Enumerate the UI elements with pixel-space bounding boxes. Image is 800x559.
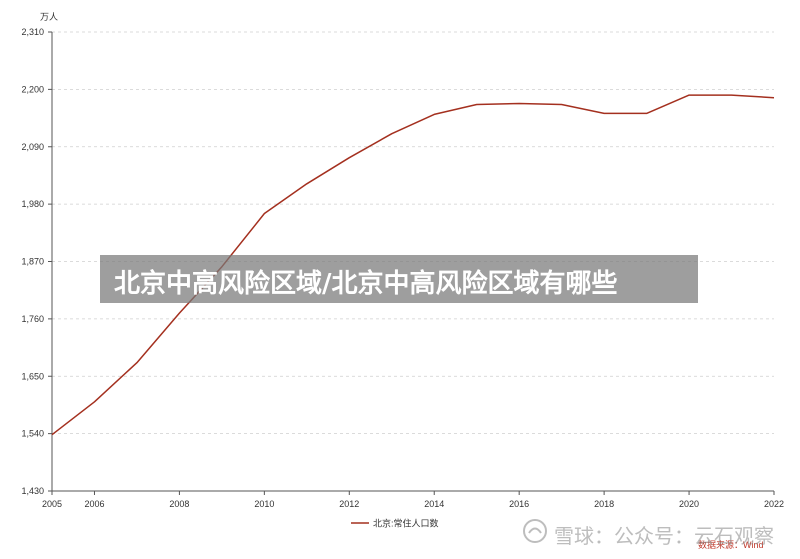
watermark: 雪球：公众号：云石观察 [518,514,788,550]
x-tick-label: 2010 [254,499,274,509]
y-tick-label: 2,200 [21,84,44,94]
y-axis-ticks: 1,430 1,540 1,650 1,760 1,870 1,980 2,090 2,200… [21,27,52,496]
y-tick-label: 1,540 [21,429,44,439]
x-tick-label: 2014 [424,499,444,509]
x-tick-label: 2018 [594,499,614,509]
x-tick-label: 2012 [339,499,359,509]
x-tick-label: 2022 [764,499,784,509]
banner-title: 北京中高风险区域/北京中高风险区域有哪些 [114,269,618,299]
x-tick-label: 2008 [169,499,189,509]
grid-lines [52,31,774,435]
snowball-logo-icon [523,519,547,543]
source-label: 数据来源：Wind [698,539,764,550]
title-banner: 北京中高风险区域/北京中高风险区域有哪些 [100,255,698,303]
y-tick-label: 1,430 [21,486,44,496]
x-axis-ticks: 2005 2006 2008 2010 2012 2014 2016 2018 2020 2022 [42,491,784,509]
y-tick-label: 1,760 [21,314,44,324]
x-tick-label: 2006 [84,499,104,509]
x-tick-label: 2005 [42,499,62,509]
watermark-text: 雪球：公众号：云石观察 [554,524,774,548]
x-tick-label: 2020 [679,499,699,509]
x-tick-label: 2016 [509,499,529,509]
legend-label: 北京:常住人口数 [373,518,439,529]
y-tick-label: 1,650 [21,371,44,381]
series-line [51,94,775,436]
y-tick-label: 1,980 [21,199,44,209]
y-tick-label: 2,090 [21,142,44,152]
legend: 北京:常住人口数 [351,518,439,529]
y-tick-label: 2,310 [21,27,44,37]
y-tick-label: 1,870 [21,257,44,267]
y-axis-unit-label: 万人 [40,12,58,22]
